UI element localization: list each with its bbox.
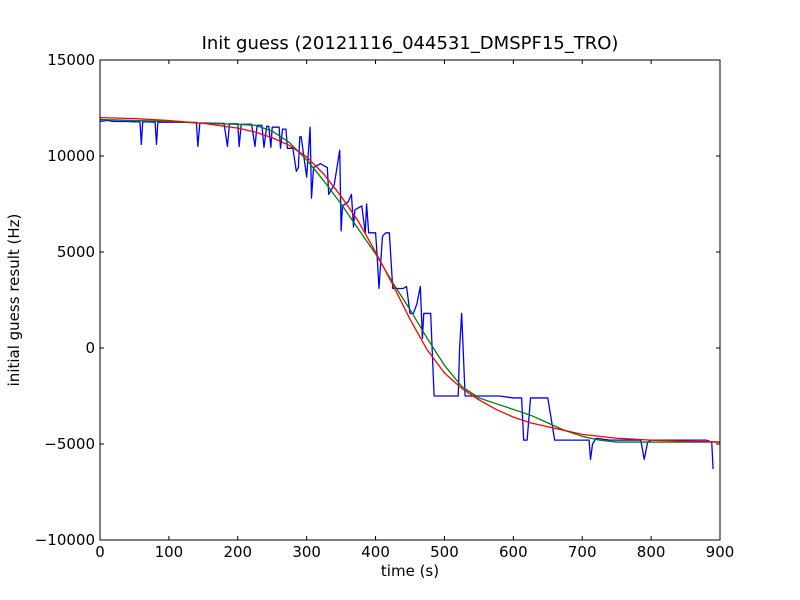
- plot-area: [100, 60, 720, 540]
- y-axis-label: initial guess result (Hz): [5, 214, 23, 387]
- series-line-1: [99, 118, 720, 443]
- x-tick-label: 300: [292, 543, 321, 561]
- series-line-2: [99, 116, 721, 443]
- ticks-layer: 0 100 200 300 400 500 600 700 800 900 −10000 −5000 0…: [35, 51, 735, 561]
- x-axis-label: time (s): [381, 562, 439, 580]
- series-layer: [99, 116, 721, 469]
- x-tick-label: 100: [155, 543, 184, 561]
- y-tick-label: 5000: [57, 243, 95, 261]
- y-tick-label: 10000: [47, 147, 95, 165]
- x-tick-label: 800: [637, 543, 666, 561]
- y-tick-label: −10000: [35, 531, 95, 549]
- x-tick-label: 400: [361, 543, 390, 561]
- y-tick-label: −5000: [44, 435, 95, 453]
- y-tick-label: 15000: [47, 51, 95, 69]
- plot-frame: [99, 59, 721, 541]
- x-tick-label: 600: [499, 543, 528, 561]
- chart-title: Init guess (20121116_044531_DMSPF15_TRO): [202, 33, 619, 54]
- x-tick-label: 200: [223, 543, 252, 561]
- x-tick-label: 500: [430, 543, 459, 561]
- x-tick-label: 900: [706, 543, 735, 561]
- x-tick-label: 700: [568, 543, 597, 561]
- y-tick-label: 0: [85, 339, 95, 357]
- x-tick-label: 0: [95, 543, 105, 561]
